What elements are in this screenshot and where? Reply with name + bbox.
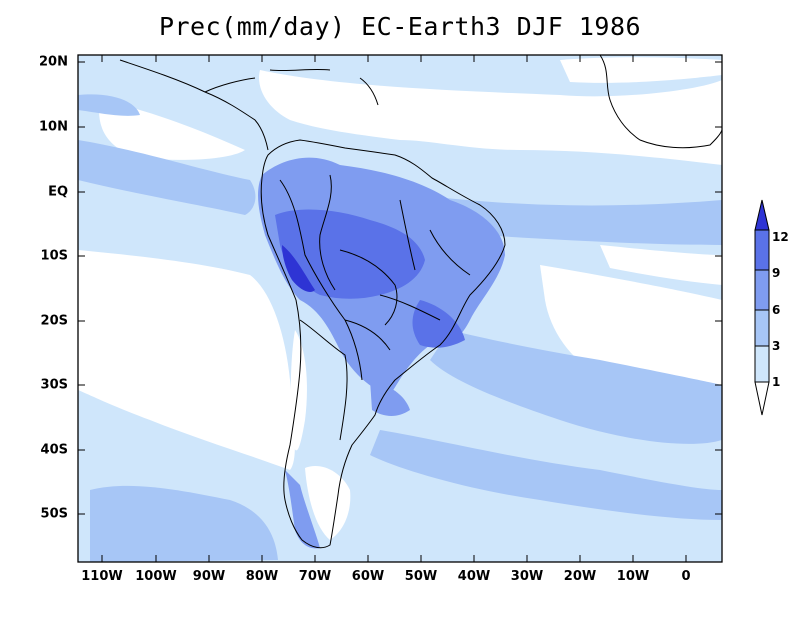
lat-label-30s: 30S bbox=[40, 377, 68, 393]
lon-label-30w: 30W bbox=[510, 569, 544, 584]
colorbar-segment-3 bbox=[754, 345, 770, 383]
dry-zone-atlantic-south bbox=[540, 265, 722, 400]
lon-label-80w: 80W bbox=[245, 569, 279, 584]
coastline-africa bbox=[599, 55, 722, 149]
colorbar-top-triangle bbox=[754, 199, 770, 231]
lat-label-10n: 10N bbox=[39, 119, 68, 135]
lat-label-10s: 10S bbox=[40, 248, 68, 264]
precip-land-uruguay bbox=[370, 380, 410, 416]
dry-zone-patagonia bbox=[305, 466, 351, 540]
colorbar-segment-6 bbox=[754, 309, 770, 347]
coastline-south-america bbox=[260, 139, 506, 549]
colorbar-bottom-triangle bbox=[754, 381, 770, 416]
border-paraguay bbox=[344, 319, 391, 351]
dry-zone-atacama bbox=[290, 330, 307, 451]
lon-label-20w: 20W bbox=[563, 569, 597, 584]
axis-ticks bbox=[78, 55, 722, 562]
coastline-outlines bbox=[119, 55, 722, 549]
lon-label-90w: 90W bbox=[192, 569, 226, 584]
precip-band-southern-pacific bbox=[90, 485, 278, 562]
map-title: Prec(mm/day) EC-Earth3 DJF 1986 bbox=[158, 12, 642, 41]
lon-label-10w: 10W bbox=[616, 569, 650, 584]
colorbar-label-3: 3 bbox=[772, 339, 781, 353]
border-brazil-west bbox=[319, 174, 336, 291]
precip-band-gulf bbox=[78, 94, 140, 116]
lon-label-110w: 110W bbox=[81, 569, 123, 584]
precip-land-southeast bbox=[412, 300, 465, 348]
coastline-central-america bbox=[119, 59, 269, 151]
lon-label-100w: 100W bbox=[135, 569, 177, 584]
dry-zone-pacific-south bbox=[78, 250, 295, 470]
precip-band-itcz-pacific bbox=[78, 140, 256, 215]
colorbar-label-1: 1 bbox=[772, 375, 781, 389]
dry-zone-north-atlantic bbox=[560, 57, 722, 83]
lon-label-0: 0 bbox=[681, 569, 691, 584]
border-states-brazil bbox=[379, 199, 471, 321]
lon-label-50w: 50W bbox=[404, 569, 438, 584]
dry-zone-caribbean bbox=[259, 70, 722, 165]
precip-band-sacz bbox=[430, 330, 722, 444]
precip-land-max bbox=[282, 245, 315, 292]
border-argentina bbox=[299, 319, 348, 441]
colorbar-label-9: 9 bbox=[772, 266, 781, 280]
colorbar bbox=[754, 199, 770, 416]
lat-label-40s: 40S bbox=[40, 442, 68, 458]
colorbar-segment-9 bbox=[754, 269, 770, 311]
precip-land-andes-south bbox=[285, 470, 320, 549]
dry-zone-atlantic-east bbox=[600, 245, 722, 285]
colorbar-segment-12 bbox=[754, 229, 770, 271]
lon-label-70w: 70W bbox=[298, 569, 332, 584]
colorbar-label-6: 6 bbox=[772, 303, 781, 317]
lon-label-60w: 60W bbox=[351, 569, 385, 584]
lat-label-20n: 20N bbox=[39, 54, 68, 70]
lon-label-40w: 40W bbox=[457, 569, 491, 584]
border-andes bbox=[279, 179, 363, 381]
precip-band-south-atlantic bbox=[370, 430, 722, 520]
coastline-caribbean bbox=[204, 68, 379, 106]
map-frame bbox=[77, 54, 723, 563]
lat-label-eq: EQ bbox=[48, 184, 68, 200]
lat-label-20s: 20S bbox=[40, 313, 68, 329]
border-bolivia bbox=[339, 249, 398, 326]
colorbar-label-12: 12 bbox=[772, 230, 789, 244]
lat-label-50s: 50S bbox=[40, 506, 68, 522]
